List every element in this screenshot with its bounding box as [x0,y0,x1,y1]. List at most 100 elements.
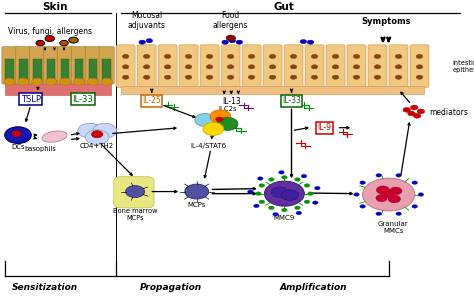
Circle shape [418,193,424,196]
Text: ILC2s: ILC2s [218,106,237,112]
Circle shape [315,186,320,190]
Circle shape [216,117,223,122]
Circle shape [390,187,402,195]
Circle shape [307,40,314,44]
Circle shape [185,54,192,59]
Circle shape [374,75,381,79]
Circle shape [101,78,112,85]
FancyBboxPatch shape [158,45,177,87]
Circle shape [410,105,418,110]
Circle shape [374,54,381,59]
Circle shape [236,40,243,44]
Circle shape [206,65,213,69]
Circle shape [332,54,339,59]
Circle shape [164,54,171,59]
Text: IL-25: IL-25 [142,97,161,105]
Circle shape [254,204,259,208]
FancyBboxPatch shape [263,45,282,87]
Circle shape [388,195,401,203]
Circle shape [5,127,31,143]
Bar [33,59,42,80]
Circle shape [139,40,146,44]
Circle shape [143,54,150,59]
Circle shape [59,78,71,85]
Circle shape [185,75,192,79]
Circle shape [273,213,278,216]
Bar [19,59,27,80]
Circle shape [296,211,301,215]
Circle shape [290,75,297,79]
Circle shape [268,178,274,181]
Circle shape [143,65,150,69]
Bar [5,59,14,80]
FancyBboxPatch shape [57,47,73,84]
Circle shape [374,65,381,69]
Circle shape [264,181,304,206]
Circle shape [93,123,117,138]
Circle shape [195,113,216,127]
FancyBboxPatch shape [137,45,156,87]
FancyBboxPatch shape [116,45,135,87]
Circle shape [45,36,55,42]
FancyBboxPatch shape [305,45,324,87]
Circle shape [311,75,318,79]
Circle shape [259,200,264,204]
Circle shape [304,184,310,187]
Text: mediators: mediators [429,108,468,117]
Circle shape [217,117,238,130]
Circle shape [122,75,129,79]
Circle shape [87,78,99,85]
Circle shape [282,176,287,179]
Circle shape [304,200,310,204]
FancyBboxPatch shape [30,47,45,84]
Circle shape [354,193,359,196]
FancyBboxPatch shape [368,45,387,87]
Circle shape [376,186,390,194]
Circle shape [271,187,288,198]
Circle shape [332,75,339,79]
Text: TSLP: TSLP [21,95,41,104]
Circle shape [376,195,387,202]
Circle shape [227,75,234,79]
Circle shape [248,54,255,59]
Circle shape [269,75,276,79]
Text: Skin: Skin [42,2,67,12]
Text: MMC9: MMC9 [274,215,295,221]
Circle shape [164,65,171,69]
Text: Amplification: Amplification [279,283,346,292]
Text: Bone marrow
MCPs: Bone marrow MCPs [113,208,157,221]
Circle shape [185,184,209,199]
FancyBboxPatch shape [114,177,154,208]
Circle shape [412,181,418,184]
Circle shape [300,40,307,44]
Circle shape [282,208,287,212]
Circle shape [73,78,84,85]
Text: basophils: basophils [25,146,56,152]
Circle shape [146,39,153,43]
Circle shape [363,178,415,211]
Circle shape [408,111,415,116]
Circle shape [60,40,68,46]
Circle shape [279,170,284,174]
Circle shape [229,39,236,43]
Circle shape [122,54,129,59]
FancyBboxPatch shape [389,45,408,87]
Circle shape [46,78,57,85]
Circle shape [227,65,234,69]
FancyBboxPatch shape [284,45,303,87]
Bar [89,59,97,80]
Text: IL-13: IL-13 [222,97,241,106]
FancyBboxPatch shape [221,45,240,87]
Circle shape [269,54,276,59]
Circle shape [164,75,171,79]
Circle shape [4,78,15,85]
Text: MCPs: MCPs [188,202,206,208]
Text: DCs: DCs [11,144,25,150]
Circle shape [210,110,231,123]
Circle shape [376,173,382,177]
Text: IL-9: IL-9 [318,123,332,132]
Circle shape [360,205,365,208]
Text: ε: ε [52,132,57,142]
Circle shape [247,190,253,194]
Circle shape [206,54,213,59]
